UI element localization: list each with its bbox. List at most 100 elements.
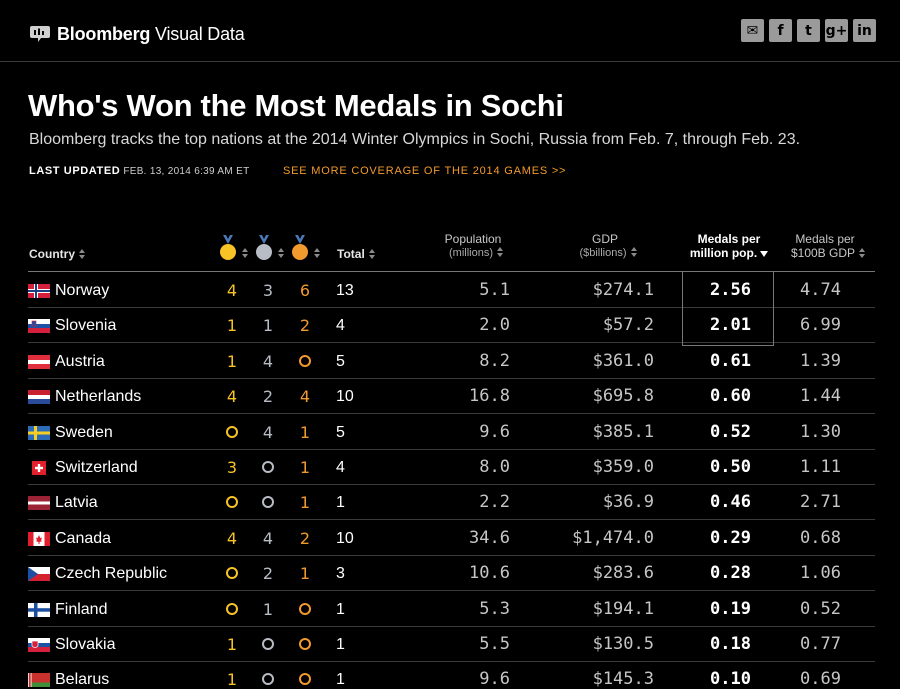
- bronze-count: 1: [299, 422, 311, 442]
- gdp-value: $36.9: [602, 492, 654, 513]
- medals-per-million-value: 0.46: [710, 492, 751, 513]
- zero-medal-icon: [299, 673, 311, 686]
- bronze-count: [295, 592, 315, 627]
- zero-medal-icon: [299, 602, 311, 615]
- silver-count: 3: [262, 281, 274, 300]
- zero-medal-icon: [226, 567, 238, 580]
- population-value: 8.0: [479, 457, 510, 477]
- country-name: Latvia: [55, 494, 98, 512]
- zero-medal-icon: [299, 638, 311, 650]
- country-name: Switzerland: [55, 459, 138, 476]
- slovakia-flag-icon: [28, 638, 50, 652]
- gold-medal-icon[interactable]: [219, 235, 237, 261]
- gold-count: 3: [226, 458, 238, 477]
- silver-count: 4: [262, 422, 274, 442]
- total-count: 13: [336, 282, 354, 299]
- googleplus-share-icon[interactable]: g+: [825, 19, 848, 42]
- total-count: 3: [336, 565, 345, 583]
- gold-count: 4: [226, 387, 238, 407]
- header-medals-per-million[interactable]: Medals per million pop.: [682, 232, 776, 260]
- zero-medal-icon: [226, 496, 238, 509]
- page-title: Who's Won the Most Medals in Sochi: [28, 88, 564, 123]
- gold-count: 1: [226, 316, 238, 336]
- total-count: 1: [336, 600, 345, 618]
- country-name: Slovakia: [55, 636, 116, 653]
- silver-count: [258, 627, 278, 662]
- header-gdp[interactable]: GDP ($billions): [579, 232, 637, 259]
- linkedin-share-icon[interactable]: in: [853, 19, 876, 42]
- country-name: Slovenia: [55, 317, 117, 335]
- norway-flag-icon: [28, 284, 50, 298]
- table-row: Canada 4 4 2 10 34.6 $1,474.0 0.29 0.68: [28, 521, 875, 556]
- gold-count: 4: [226, 281, 238, 300]
- zero-medal-icon: [262, 496, 274, 509]
- header-medals-per-gdp[interactable]: Medals per $100B GDP: [790, 232, 866, 260]
- bronze-count: 4: [299, 387, 311, 407]
- last-updated-date: FEB. 13, 2014 6:39 AM ET: [123, 166, 250, 177]
- canada-flag-icon: [28, 531, 50, 546]
- medals-per-million-value: 0.52: [710, 421, 751, 442]
- population-value: 9.6: [479, 421, 510, 442]
- header-total[interactable]: Total: [337, 247, 375, 261]
- gold-count: [222, 556, 242, 591]
- zero-medal-icon: [226, 425, 238, 438]
- population-value: 2.2: [479, 492, 510, 513]
- medals-per-gdp-value: 2.71: [800, 492, 841, 513]
- brand[interactable]: Bloomberg Visual Data: [29, 22, 245, 46]
- population-value: 5.1: [479, 280, 510, 300]
- medals-per-gdp-value: 4.74: [800, 280, 841, 300]
- silver-medal-icon[interactable]: [255, 235, 273, 261]
- population-value: 5.3: [479, 598, 510, 619]
- silver-count: 2: [262, 387, 274, 407]
- country-name: Austria: [55, 352, 105, 370]
- gdp-value: $145.3: [592, 669, 654, 689]
- top-bar: Bloomberg Visual Data ✉ f t g+ in: [0, 0, 900, 62]
- bronze-count: 6: [299, 281, 311, 300]
- total-count: 1: [336, 671, 345, 689]
- population-value: 2.0: [479, 315, 510, 336]
- country-name: Norway: [55, 282, 110, 299]
- finland-flag-icon: [28, 602, 50, 617]
- bronze-count: [295, 662, 315, 689]
- population-value: 5.5: [479, 634, 510, 654]
- sweden-flag-icon: [28, 425, 50, 440]
- gdp-value: $1,474.0: [572, 527, 654, 548]
- silver-count: [258, 662, 278, 689]
- population-value: 34.6: [469, 527, 510, 548]
- header-population[interactable]: Population (millions): [444, 232, 503, 259]
- bronze-count: 2: [299, 528, 311, 548]
- netherlands-flag-icon: [28, 390, 50, 405]
- medals-per-million-value: 0.19: [710, 598, 751, 619]
- medals-per-million-value: 0.60: [710, 386, 751, 407]
- gold-count: [222, 415, 242, 450]
- gdp-value: $283.6: [592, 563, 654, 584]
- page-subtitle: Bloomberg tracks the top nations at the …: [29, 131, 801, 148]
- bronze-count: 1: [299, 493, 311, 513]
- country-name: Belarus: [55, 671, 110, 689]
- total-count: 10: [336, 388, 354, 406]
- email-share-icon[interactable]: ✉: [741, 19, 764, 42]
- gold-count: 4: [226, 528, 238, 548]
- gold-count: 1: [226, 670, 238, 689]
- country-name: Sweden: [55, 423, 113, 441]
- gdp-value: $385.1: [592, 421, 654, 442]
- bronze-count: 1: [299, 564, 311, 584]
- table-row: Belarus 1 1 9.6 $145.3 0.10 0.69: [28, 662, 875, 689]
- silver-count: [258, 485, 278, 520]
- header-country[interactable]: Country: [29, 247, 85, 261]
- facebook-share-icon[interactable]: f: [769, 19, 792, 42]
- twitter-share-icon[interactable]: t: [797, 19, 820, 42]
- bronze-medal-icon[interactable]: [291, 235, 309, 261]
- more-coverage-link[interactable]: SEE MORE COVERAGE OF THE 2014 GAMES >>: [283, 165, 567, 177]
- medals-per-million-value: 0.61: [710, 350, 751, 371]
- gdp-value: $695.8: [592, 386, 654, 407]
- medals-per-gdp-value: 1.39: [800, 350, 841, 371]
- gold-count: [222, 592, 242, 627]
- gdp-value: $361.0: [592, 350, 654, 371]
- speech-bubble-logo-icon: [30, 26, 50, 42]
- medals-per-gdp-value: 1.30: [800, 421, 841, 442]
- silver-count: 2: [262, 564, 274, 584]
- medals-per-gdp-value: 0.69: [800, 669, 841, 689]
- table-row: Slovakia 1 1 5.5 $130.5 0.18 0.77: [28, 627, 875, 662]
- table-row: Finland 1 1 5.3 $194.1 0.19 0.52: [28, 592, 875, 627]
